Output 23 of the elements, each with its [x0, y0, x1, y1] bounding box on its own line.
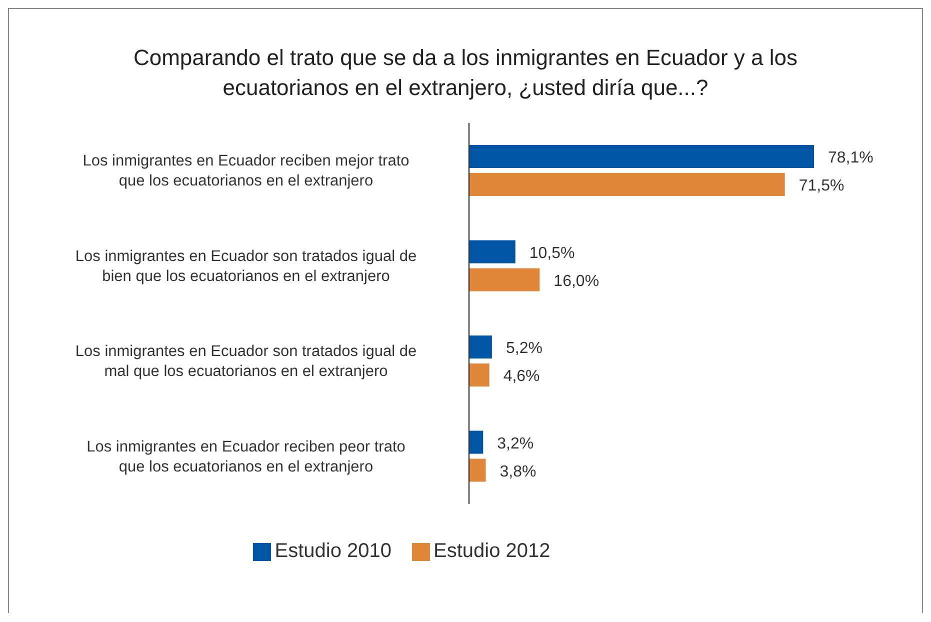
y-tick-label: Los inmigrantes en Ecuador reciben peor trato que los ecuatorianos en el extranjero: [86, 438, 406, 476]
legend-label: Estudio 2012: [434, 540, 550, 562]
data-label: 4,6%: [503, 368, 540, 385]
data-label: 78,1%: [828, 150, 874, 166]
data-label: 10,5%: [529, 244, 575, 262]
bar: [469, 458, 486, 482]
legend-label: Estudio 2010: [274, 540, 392, 562]
data-label: 71,5%: [798, 178, 844, 194]
data-label: 3,8%: [500, 463, 536, 480]
y-tick-label: Los inmigrantes en Ecuador son tratados igual de mal que los ecuatorianos en el extranjero: [75, 343, 417, 380]
bar: [469, 145, 814, 168]
bar: [469, 173, 785, 196]
y-tick-label: Los inmigrantes en Ecuador reciben mejor trato que los ecuatorianos en el extranjero: [82, 152, 410, 190]
y-tick-label: Los inmigrantes en Ecuador son tratados igual de bien que los ecuatorianos en el extranjero: [75, 248, 417, 285]
bar: [469, 336, 492, 358]
data-label: 5,2%: [506, 340, 542, 357]
bar: [469, 430, 484, 454]
chart-title: Comparando el trato que se da a los inmigrantes en Ecuador y a los ecuatorianos en el extranjero, ¿usted diría que...?: [132, 44, 799, 102]
data-label: 16,0%: [554, 272, 600, 290]
bar: [469, 364, 490, 386]
bar: [469, 268, 540, 292]
bar: [469, 240, 516, 264]
data-label: 3,2%: [497, 435, 534, 452]
